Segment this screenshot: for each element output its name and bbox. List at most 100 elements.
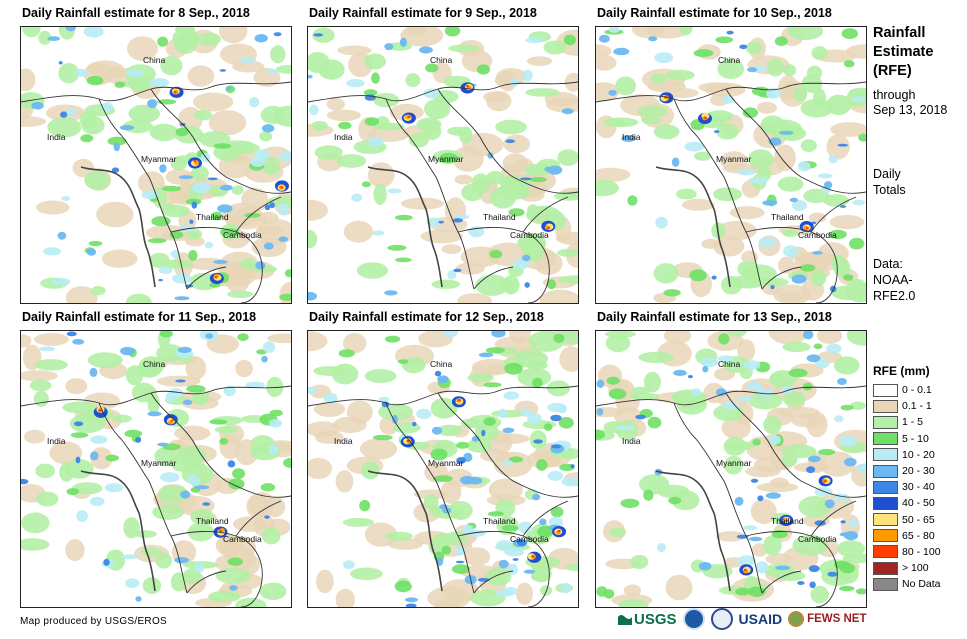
country-border xyxy=(186,570,227,594)
rain-blob xyxy=(128,104,160,123)
rain-blob xyxy=(313,401,346,417)
legend-swatch xyxy=(873,480,898,494)
rain-blob xyxy=(399,37,407,47)
rain-blob xyxy=(431,426,443,435)
map-label-china: China xyxy=(143,359,166,369)
rain-blob xyxy=(259,582,287,600)
rain-blob xyxy=(168,388,184,399)
rain-blob xyxy=(843,60,855,68)
legend-item: 40 - 50 xyxy=(873,495,941,511)
rain-blob xyxy=(783,64,797,77)
rain-blob xyxy=(663,289,681,297)
legend-swatch xyxy=(873,496,898,510)
rain-blob xyxy=(335,470,354,493)
rain-blob xyxy=(856,463,866,474)
rain-core xyxy=(743,568,747,572)
rain-blob xyxy=(829,215,865,230)
rain-blob xyxy=(500,174,525,196)
rain-blob xyxy=(778,130,794,135)
rain-blob xyxy=(121,554,139,560)
country-border xyxy=(235,500,282,537)
rain-blob xyxy=(756,101,777,114)
rain-blob xyxy=(700,357,719,367)
legend-label: 10 - 20 xyxy=(902,448,935,461)
rain-blob xyxy=(331,363,359,385)
rain-blob xyxy=(501,460,514,466)
rainfall-map: China India Myanmar Thailand Cambodia xyxy=(595,330,867,608)
rain-blob xyxy=(702,365,709,373)
rain-blob xyxy=(170,572,187,592)
legend-title: RFE (mm) xyxy=(873,364,930,378)
rain-blob xyxy=(375,116,390,129)
map-label-thailand: Thailand xyxy=(196,516,229,526)
rainfall-panel: Daily Rainfall estimate for 8 Sep., 2018… xyxy=(20,6,292,306)
rain-blob xyxy=(483,417,496,426)
rain-blob xyxy=(727,331,747,337)
rain-blob xyxy=(839,585,855,592)
map-label-thailand: Thailand xyxy=(771,516,804,526)
rain-blob xyxy=(565,563,578,572)
rain-blob xyxy=(525,37,544,44)
rain-blob xyxy=(202,502,211,506)
rain-core xyxy=(823,479,827,483)
rain-blob xyxy=(837,143,849,147)
rain-blob xyxy=(244,212,261,218)
rain-blob xyxy=(157,36,169,47)
rainfall-map: China India Myanmar Thailand Cambodia xyxy=(307,330,579,608)
rain-blob xyxy=(371,72,380,84)
rain-blob xyxy=(174,425,211,441)
rain-blob xyxy=(444,27,461,37)
legend-label: 0.1 - 1 xyxy=(902,400,932,413)
coastline xyxy=(655,166,731,288)
rain-blob xyxy=(596,82,619,102)
rain-blob xyxy=(372,434,393,441)
country-border xyxy=(673,402,763,594)
rain-blob xyxy=(724,441,755,451)
rain-blob xyxy=(190,165,209,181)
rain-blob xyxy=(488,478,523,501)
rain-blob xyxy=(604,331,637,338)
rain-blob xyxy=(745,465,781,478)
rain-blob xyxy=(235,597,267,607)
rain-blob xyxy=(364,522,398,547)
rain-blob xyxy=(255,261,266,270)
rain-blob xyxy=(555,231,578,246)
rain-blob xyxy=(457,293,492,303)
rain-blob xyxy=(263,341,276,353)
rain-blob xyxy=(693,151,712,161)
rain-blob xyxy=(711,275,717,280)
coastline xyxy=(80,166,156,288)
rain-blob xyxy=(186,460,206,471)
legend-label: > 100 xyxy=(902,562,929,575)
rain-blob xyxy=(497,408,508,419)
rain-blob xyxy=(781,454,798,467)
rain-blob xyxy=(262,156,281,175)
legend-item: 50 - 65 xyxy=(873,512,941,528)
rain-blob xyxy=(560,583,572,594)
rain-blob xyxy=(777,176,804,192)
rain-blob xyxy=(456,457,467,464)
rain-blob xyxy=(540,585,553,596)
rain-blob xyxy=(501,525,519,532)
map-label-china: China xyxy=(143,55,166,65)
rain-blob xyxy=(384,290,398,296)
rain-blob xyxy=(748,536,763,542)
rain-blob xyxy=(536,459,548,471)
rain-blob xyxy=(105,454,119,462)
rain-core xyxy=(193,159,197,163)
rain-blob xyxy=(194,109,213,121)
rain-blob xyxy=(643,489,654,501)
rain-blob xyxy=(124,429,143,438)
rain-blob xyxy=(261,527,281,545)
rain-blob xyxy=(70,432,89,438)
rain-blob xyxy=(716,388,727,397)
fews-net-logo: FEWS NET xyxy=(788,611,867,627)
rainfall-panel: Daily Rainfall estimate for 12 Sep., 201… xyxy=(307,310,579,610)
rain-blob xyxy=(563,34,576,46)
rain-blob xyxy=(308,331,328,352)
rain-blob xyxy=(456,441,470,449)
rain-blob xyxy=(178,175,194,180)
rain-blob xyxy=(447,270,457,280)
rain-blob xyxy=(408,132,429,148)
rain-blob xyxy=(768,435,781,445)
